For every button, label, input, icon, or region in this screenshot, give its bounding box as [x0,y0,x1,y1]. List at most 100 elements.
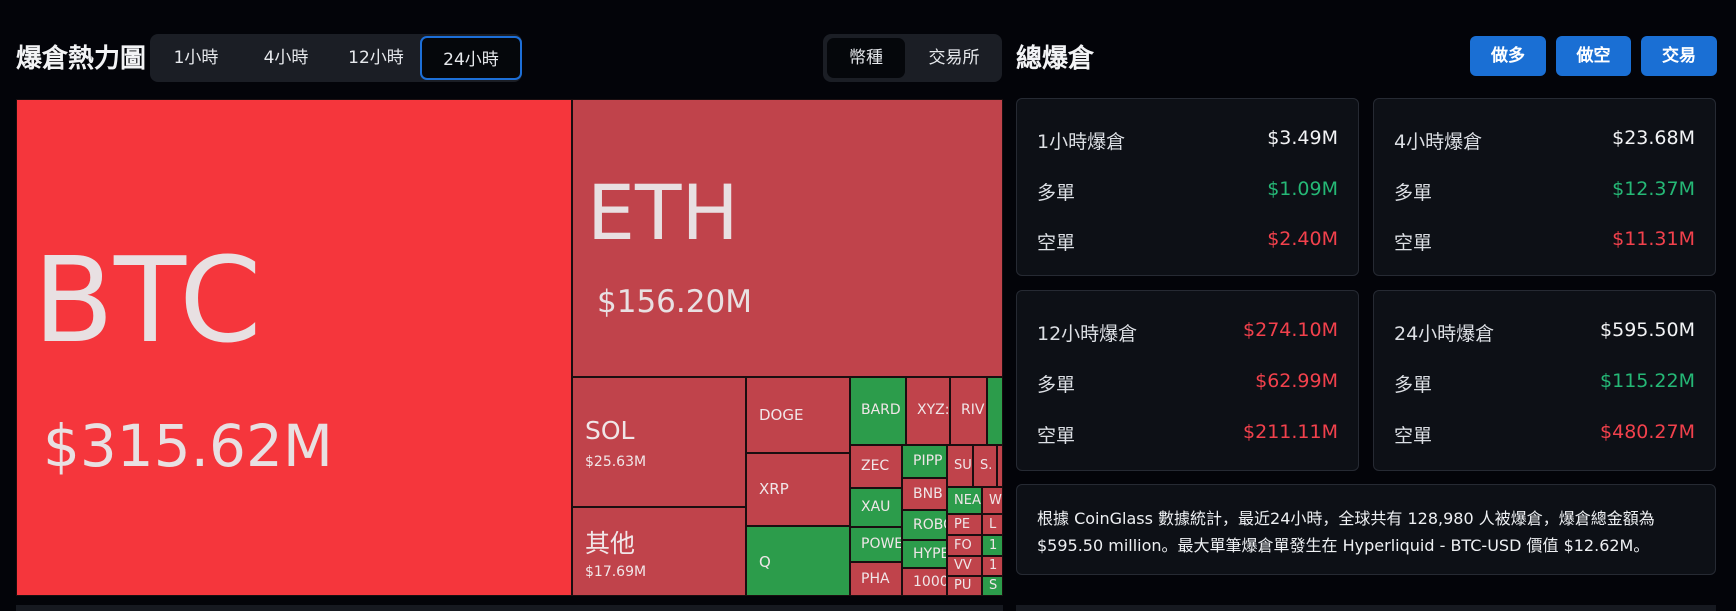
stats-card-12h: 12小時爆倉 $274.10M 多單 $62.99M 空單 $211.11M [1016,290,1359,471]
cell-symbol: BNB [913,486,943,502]
treemap-cell-hype[interactable]: HYPE [902,540,947,568]
tab-24h[interactable]: 24小時 [420,36,522,80]
treemap-cell-1a[interactable]: 1 [982,535,1003,556]
cell-symbol: PHA [861,571,890,587]
short-label: 空單 [1037,425,1076,447]
heatmap-title: 爆倉熱力圖 [16,44,147,74]
cell-value: $156.20M [597,284,752,320]
tab-coin[interactable]: 幣種 [827,38,905,78]
long-value: $12.37M [1612,178,1695,200]
treemap-cell-vv[interactable]: VV [947,556,982,576]
treemap-cell-small[interactable] [997,445,1003,487]
cell-symbol: HYPE [913,546,947,562]
time-range-tabs: 1小時 4小時 12小時 24小時 [150,34,522,82]
card-label: 24小時爆倉 [1394,323,1495,345]
cell-symbol: SOL [585,416,635,445]
treemap-cell-xau[interactable]: XAU [850,488,902,527]
cell-symbol: XYZ: [917,402,950,418]
treemap-cell-bard[interactable]: BARD [850,377,906,445]
cell-symbol: 其他 [585,529,636,558]
cell-symbol: VV [954,558,972,573]
short-value: $480.27M [1600,421,1695,443]
summary-note: 根據 CoinGlass 數據統計，最近24小時，全球共有 128,980 人被… [1016,484,1716,575]
treemap-cell-xyz[interactable]: XYZ: [906,377,950,445]
cell-symbol: NEA [954,493,981,508]
stats-card-24h: 24小時爆倉 $595.50M 多單 $115.22M 空單 $480.27M [1373,290,1716,471]
treemap-cell-other[interactable]: 其他 $17.69M [572,507,746,596]
cell-symbol: XAU [861,499,891,515]
card-total: $3.49M [1267,127,1338,149]
cell-symbol: ZEC [861,458,890,474]
card-total: $23.68M [1612,127,1695,149]
treemap-cell-riv[interactable]: RIV [950,377,987,445]
long-label: 多單 [1037,374,1076,396]
long-value: $62.99M [1255,370,1338,392]
treemap-cell-1000[interactable]: 1000 [902,568,947,596]
short-label: 空單 [1394,232,1433,254]
treemap-cell-su[interactable]: SU [947,445,973,487]
cell-symbol: PU [954,578,972,593]
total-liquidation-title: 總爆倉 [1016,44,1095,74]
tab-4h[interactable]: 4小時 [263,48,309,68]
tab-exchange[interactable]: 交易所 [928,48,980,68]
cell-symbol: PIPP [913,453,943,469]
treemap-cell-pha[interactable]: PHA [850,562,902,596]
stats-card-4h: 4小時爆倉 $23.68M 多單 $12.37M 空單 $11.31M [1373,98,1716,276]
cell-symbol: W [989,493,1002,508]
treemap-cell-xrp[interactable]: XRP [746,453,850,526]
treemap-cell-pe[interactable]: PE [947,514,982,535]
short-value: $2.40M [1267,228,1338,250]
view-tabs: 幣種 交易所 [823,34,1002,82]
cell-symbol: ETH [587,168,739,257]
long-label: 多單 [1394,182,1433,204]
treemap-cell-pu[interactable]: PU [947,576,982,596]
treemap-cell-s-small[interactable]: S [982,576,1003,596]
cell-symbol: S [989,578,998,593]
tab-12h[interactable]: 12小時 [348,48,404,68]
treemap-cell-small[interactable] [987,377,1003,445]
tab-1h[interactable]: 1小時 [173,48,219,68]
treemap-cell-s[interactable]: S. [973,445,997,487]
divider [16,605,1003,611]
short-label: 空單 [1394,425,1433,447]
cell-symbol: POWE [861,536,902,552]
cell-symbol: 1 [989,538,998,553]
treemap-cell-eth[interactable]: ETH $156.20M [572,99,1003,377]
long-label: 多單 [1394,374,1433,396]
short-button[interactable]: 做空 [1556,36,1631,76]
treemap-cell-nea[interactable]: NEA [947,487,982,514]
short-label: 空單 [1037,232,1076,254]
treemap-cell-fo[interactable]: FO [947,535,982,556]
treemap-cell-robo[interactable]: ROBO [902,510,947,540]
cell-symbol: Q [759,553,771,571]
long-label: 多單 [1037,182,1076,204]
treemap-cell-sol[interactable]: SOL $25.63M [572,377,746,507]
treemap-cell-q[interactable]: Q [746,526,850,596]
cell-symbol: XRP [759,480,789,498]
treemap-cell-doge[interactable]: DOGE [746,377,850,453]
long-button[interactable]: 做多 [1470,36,1546,76]
treemap-cell-btc[interactable]: BTC $315.62M [16,99,572,596]
card-label: 4小時爆倉 [1394,131,1483,153]
long-value: $1.09M [1267,178,1338,200]
cell-value: $17.69M [585,564,647,580]
divider [1016,605,1716,611]
treemap-cell-powe[interactable]: POWE [850,527,902,562]
card-label: 12小時爆倉 [1037,323,1138,345]
long-value: $115.22M [1600,370,1695,392]
short-value: $211.11M [1243,421,1338,443]
cell-symbol: SU [954,458,972,473]
cell-symbol: DOGE [759,406,804,424]
stats-card-1h: 1小時爆倉 $3.49M 多單 $1.09M 空單 $2.40M [1016,98,1359,276]
treemap-cell-w[interactable]: W [982,487,1003,514]
treemap-cell-1b[interactable]: 1 [982,556,1003,576]
treemap-cell-bnb[interactable]: BNB [902,478,947,510]
cell-value: $25.63M [585,454,647,470]
cell-symbol: FO [954,538,972,553]
trade-button[interactable]: 交易 [1641,36,1717,76]
cell-symbol: PE [954,517,971,532]
cell-symbol: RIV [961,402,985,418]
treemap-cell-l[interactable]: L [982,514,1003,535]
treemap-cell-pipp[interactable]: PIPP [902,445,947,478]
treemap-cell-zec[interactable]: ZEC [850,445,902,488]
